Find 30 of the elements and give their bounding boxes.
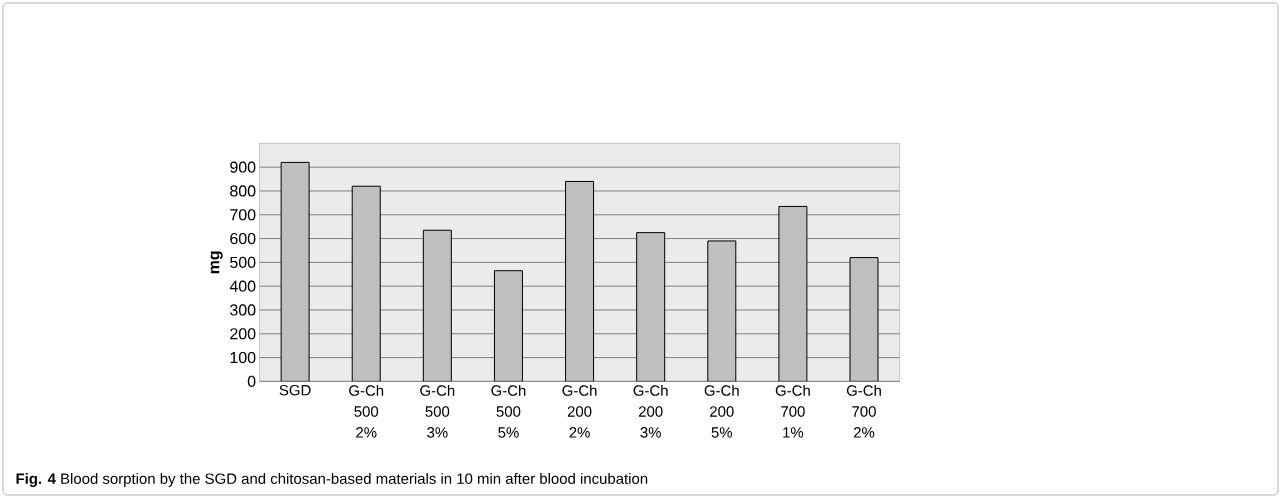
x-tick-label: G-Ch 700 1% [775,384,810,438]
bar [707,240,737,382]
x-tick-label: G-Ch 700 2% [846,384,881,438]
y-axis-title: mg [210,251,223,274]
y-tick-label: 700 [230,209,256,221]
y-tick-label: 0 [247,375,256,388]
y-tick-label: 800 [230,185,256,197]
bar [565,180,595,382]
bar [493,270,523,382]
bar [422,229,452,382]
x-tick-label: G-Ch 500 5% [491,384,526,438]
bar [351,185,381,382]
bar [778,205,808,382]
y-tick-label: 200 [230,328,256,340]
y-tick-label: 100 [230,351,256,364]
text: Fig. 4 Blood sorption by the SGD and chitosan-based materials in 10 min after blood incubation [16,472,648,487]
x-tick-label: G-Ch 500 3% [420,384,455,438]
x-tick-label: G-Ch 200 5% [704,384,739,438]
x-tick-label: SGD [279,384,311,396]
bar [280,161,310,382]
y-tick-label: 600 [230,232,256,245]
x-tick-label: G-Ch 200 3% [633,384,668,438]
y-tick-label: 300 [230,304,256,316]
bar [849,257,879,382]
x-tick-label: G-Ch 200 2% [562,384,597,438]
y-tick-label: 400 [229,280,256,292]
y-tick-label: 900 [230,161,256,173]
y-tick-label: 500 [230,256,256,269]
x-tick-label: G-Ch 500 2% [349,384,384,438]
bar [636,232,666,382]
